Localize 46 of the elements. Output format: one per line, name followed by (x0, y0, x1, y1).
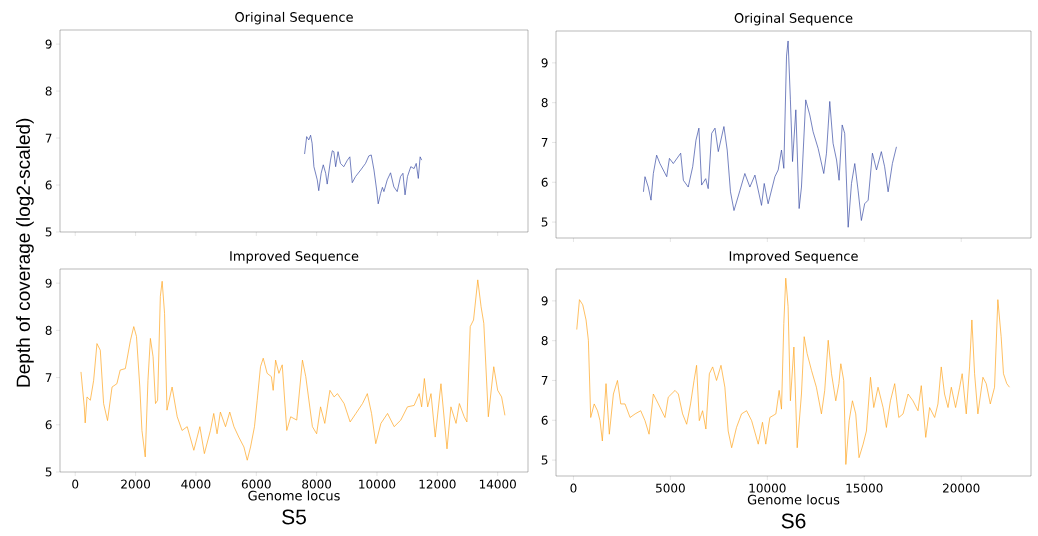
y-tick-label: 9 (541, 58, 548, 68)
chart-title: Improved Sequence (230, 250, 359, 264)
line-series (576, 277, 1010, 465)
x-tick-label: 10000 (359, 479, 396, 489)
x-tick-label: 12000 (419, 479, 456, 489)
x-tick-label: 14000 (479, 479, 516, 489)
x-axis-title: Genome locus (248, 490, 340, 501)
x-tick-label: 0 (72, 479, 79, 489)
x-tick-label: 15000 (846, 483, 883, 493)
x-tick-label: 5000 (656, 483, 685, 493)
text: S6 (781, 513, 806, 529)
y-tick-label: 6 (45, 420, 52, 430)
y-tick-label: 7 (45, 373, 52, 382)
x-tick-label: 8000 (302, 479, 332, 489)
y-axis-title: Depth of coverage (log2-scaled) (16, 118, 34, 387)
chart-title: Original Sequence (235, 11, 353, 25)
x-tick-label: 2000 (121, 479, 151, 489)
y-tick-label: 9 (45, 39, 52, 49)
y-tick-label: 9 (45, 278, 52, 288)
y-tick-label: 5 (45, 467, 52, 477)
x-tick-label: 10000 (749, 483, 786, 493)
x-tick-label: 4000 (181, 479, 211, 489)
chart-title: Original Sequence (734, 12, 853, 26)
y-tick-label: 8 (541, 336, 548, 346)
line-series (80, 279, 506, 461)
y-tick-label: 5 (541, 217, 548, 227)
line-series (304, 134, 422, 205)
chart-title: Improved Sequence (729, 250, 858, 264)
y-tick-label: 7 (45, 133, 52, 143)
x-axis-title: Genome locus (747, 494, 840, 505)
y-tick-label: 5 (45, 227, 52, 237)
y-tick-label: 7 (541, 376, 548, 385)
y-tick-label: 6 (541, 177, 548, 187)
x-tick-label: 0 (570, 483, 577, 493)
y-tick-label: 5 (541, 455, 548, 465)
y-tick-label: 8 (541, 98, 548, 108)
x-tick-label: 20000 (943, 483, 980, 493)
x-tick-label: 6000 (241, 479, 271, 489)
y-tick-label: 9 (541, 296, 548, 306)
y-tick-label: 7 (541, 138, 548, 147)
y-tick-label: 6 (541, 415, 548, 425)
y-tick-label: 6 (45, 180, 52, 190)
y-tick-label: 8 (45, 325, 52, 335)
line-series (643, 40, 897, 228)
text: S5 (282, 509, 306, 525)
y-tick-label: 8 (45, 86, 52, 96)
